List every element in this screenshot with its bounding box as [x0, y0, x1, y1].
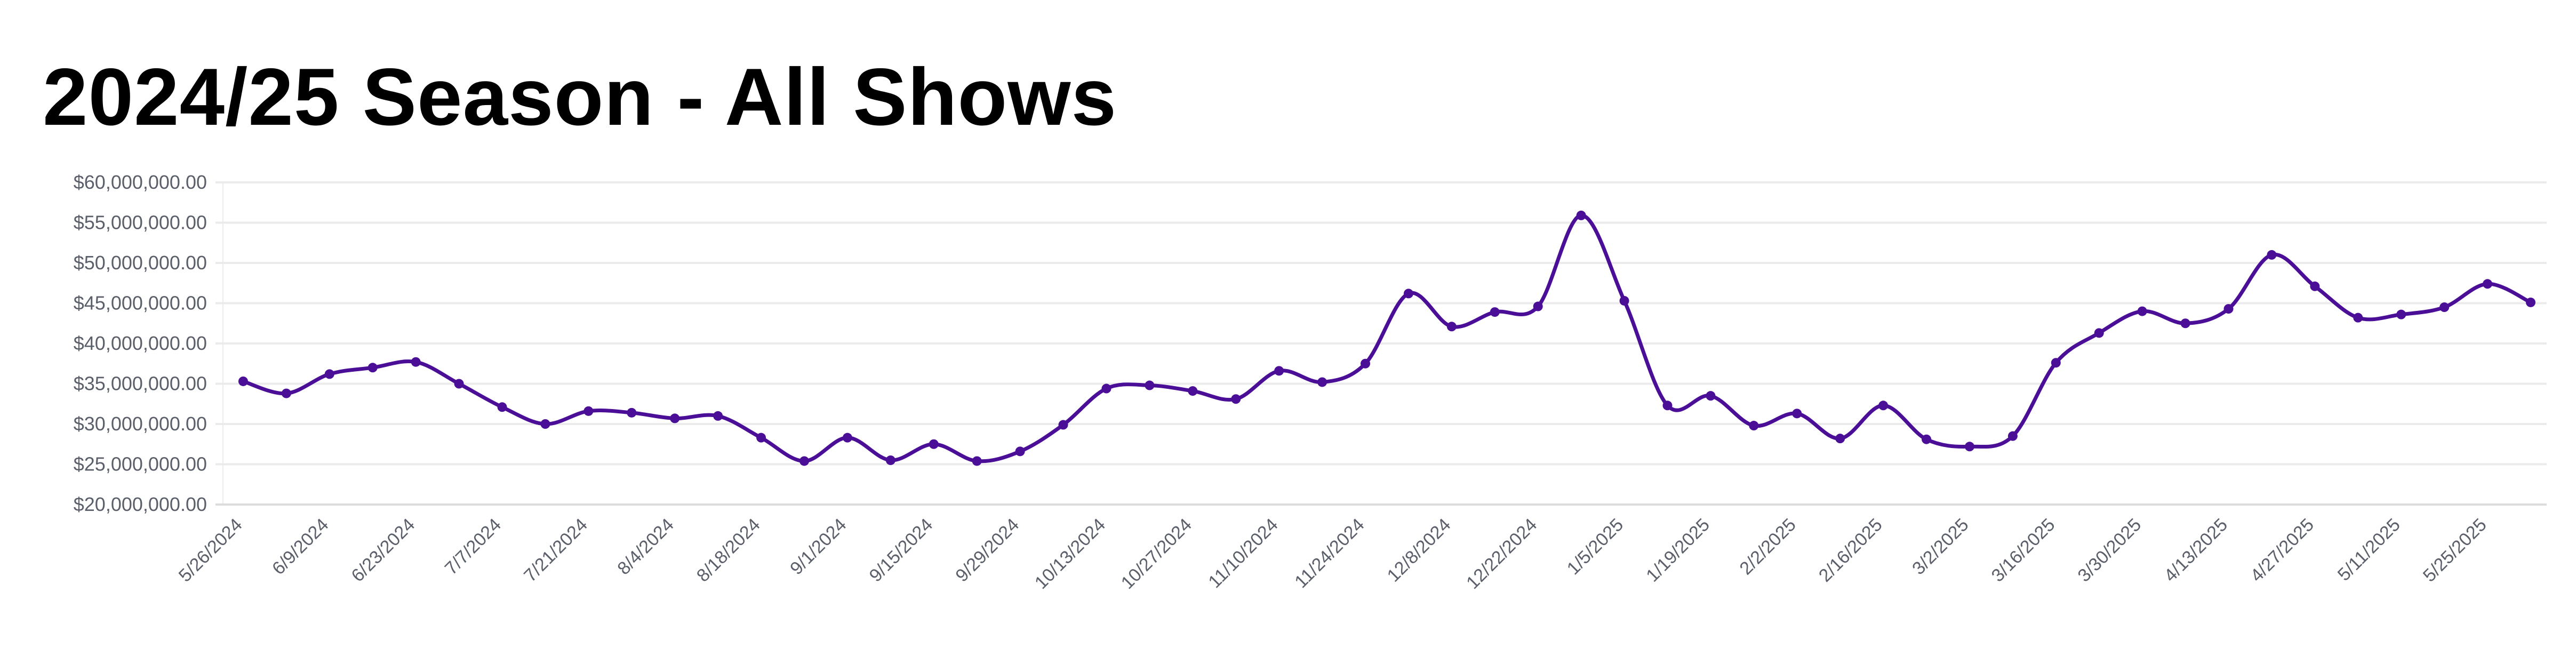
- data-point: [1490, 307, 1500, 317]
- x-tick-label: 9/29/2024: [951, 515, 1023, 586]
- x-tick-label: 7/7/2024: [441, 515, 505, 579]
- x-tick-label: 3/30/2025: [2074, 515, 2146, 586]
- data-point: [2353, 313, 2363, 323]
- data-point: [583, 406, 594, 416]
- data-point: [1274, 366, 1284, 376]
- data-point: [367, 363, 378, 373]
- x-tick-label: 6/9/2024: [268, 515, 332, 579]
- y-tick-label: $50,000,000.00: [74, 252, 207, 274]
- x-tick-label: 5/11/2025: [2334, 515, 2404, 585]
- data-point: [1446, 322, 1457, 332]
- data-point: [1749, 421, 1759, 431]
- x-tick-label: 8/4/2024: [613, 515, 677, 579]
- x-tick-label: 3/16/2025: [1988, 515, 2059, 586]
- chart-title: 2024/25 Season - All Shows: [43, 52, 1117, 142]
- data-point: [2396, 309, 2406, 319]
- data-point: [670, 413, 680, 423]
- data-point: [454, 379, 464, 389]
- data-point: [540, 419, 550, 429]
- data-point: [1058, 420, 1068, 430]
- data-point: [497, 402, 507, 412]
- y-tick-label: $60,000,000.00: [74, 171, 207, 193]
- x-tick-label: 5/25/2025: [2419, 515, 2491, 586]
- x-tick-label: 12/22/2024: [1462, 515, 1541, 593]
- x-tick-label: 10/27/2024: [1117, 515, 1196, 593]
- data-point: [2094, 328, 2104, 338]
- data-point: [324, 369, 334, 379]
- data-point: [1576, 210, 1586, 220]
- data-point: [2223, 304, 2234, 314]
- data-point: [627, 407, 637, 418]
- data-point: [411, 357, 421, 367]
- x-tick-label: 1/19/2025: [1642, 515, 1714, 586]
- data-point: [1706, 391, 1716, 401]
- data-point: [1619, 295, 1629, 306]
- data-point: [2439, 302, 2450, 313]
- x-tick-label: 7/21/2024: [520, 515, 591, 586]
- data-point: [2526, 297, 2535, 307]
- data-point: [1922, 434, 1932, 444]
- data-point: [1792, 409, 1802, 419]
- data-point: [2137, 306, 2147, 316]
- data-point: [2310, 281, 2320, 291]
- data-point: [1878, 401, 1889, 411]
- data-point: [972, 456, 982, 466]
- data-point: [2267, 250, 2277, 260]
- x-tick-label: 6/23/2024: [348, 515, 419, 586]
- data-point: [1145, 380, 1155, 390]
- y-tick-label: $35,000,000.00: [74, 373, 207, 395]
- x-tick-label: 4/13/2025: [2160, 515, 2231, 586]
- data-point: [1533, 301, 1543, 311]
- x-tick-label: 11/10/2024: [1204, 515, 1282, 592]
- data-point: [885, 455, 895, 465]
- data-point: [1361, 358, 1371, 369]
- x-tick-label: 10/13/2024: [1031, 515, 1109, 593]
- data-point: [756, 433, 766, 443]
- data-point: [2007, 431, 2018, 441]
- y-tick-label: $20,000,000.00: [74, 493, 207, 515]
- data-point: [2051, 358, 2061, 368]
- data-point: [1964, 442, 1974, 452]
- x-tick-label: 8/18/2024: [693, 515, 764, 586]
- y-tick-label: $55,000,000.00: [74, 212, 207, 234]
- x-tick-label: 5/26/2024: [175, 515, 246, 586]
- data-point: [1231, 394, 1241, 404]
- x-tick-label: 9/1/2024: [786, 515, 850, 579]
- y-tick-label: $40,000,000.00: [74, 332, 207, 354]
- data-point: [1317, 377, 1327, 387]
- x-tick-label: 12/8/2024: [1383, 515, 1455, 586]
- x-tick-label: 3/2/2025: [1908, 515, 1972, 579]
- data-point: [1101, 383, 1111, 394]
- data-point: [1015, 446, 1025, 457]
- data-point: [1188, 386, 1198, 396]
- data-point: [2483, 279, 2493, 289]
- data-point: [929, 439, 939, 449]
- data-point: [713, 411, 723, 421]
- data-point: [1662, 401, 1673, 411]
- x-tick-label: 2/16/2025: [1815, 515, 1886, 586]
- y-tick-label: $30,000,000.00: [74, 413, 207, 435]
- data-point: [842, 433, 852, 443]
- y-tick-label: $25,000,000.00: [74, 453, 207, 475]
- data-point: [238, 376, 248, 386]
- y-tick-label: $45,000,000.00: [74, 292, 207, 314]
- data-point: [281, 388, 291, 398]
- data-point: [1403, 289, 1413, 299]
- x-tick-label: 9/15/2024: [866, 515, 937, 586]
- data-point: [799, 456, 810, 466]
- data-point: [1835, 434, 1845, 444]
- x-tick-label: 2/2/2025: [1735, 515, 1799, 579]
- data-point: [2180, 318, 2190, 329]
- x-tick-label: 11/24/2024: [1291, 515, 1368, 592]
- x-tick-label: 1/5/2025: [1563, 515, 1627, 579]
- x-tick-label: 4/27/2025: [2246, 515, 2318, 586]
